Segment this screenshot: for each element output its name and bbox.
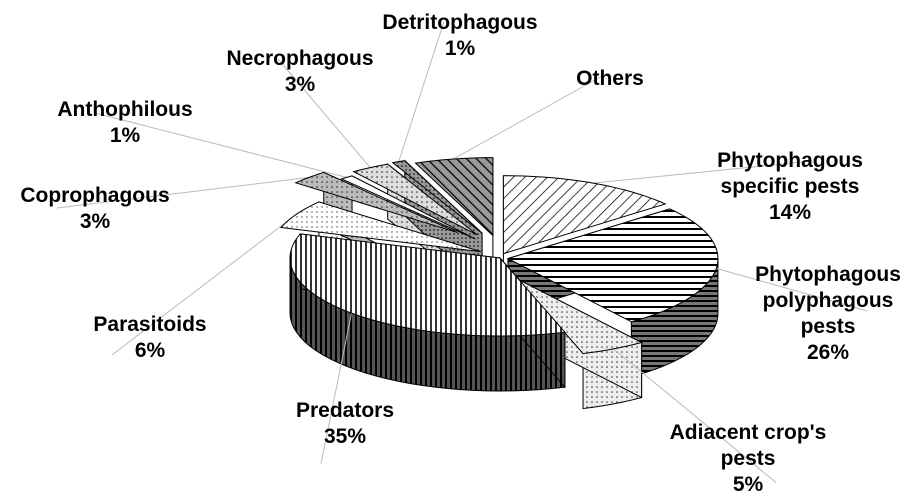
leader-line: [613, 348, 777, 483]
data-label: Phytophagous specific pests 14%: [695, 148, 885, 226]
leader-line: [56, 176, 310, 209]
value-label: 3%: [284, 73, 316, 96]
data-label: Adiacent crop's pests 5%: [648, 420, 848, 498]
slice: [391, 160, 483, 234]
value-label: 14%: [768, 201, 812, 224]
category-label: Phytophagous specific pests: [717, 149, 863, 198]
data-label: Parasitoids 6%: [50, 312, 250, 364]
leader-line: [453, 75, 603, 160]
data-label: Phytophagous polyphagous pests 26%: [748, 262, 908, 366]
slice: [502, 175, 667, 255]
leader-line: [592, 160, 813, 184]
leader-line: [111, 213, 298, 356]
value-label: 5%: [732, 473, 764, 496]
data-label: Anthophilous 1%: [25, 97, 225, 149]
category-label: Others: [576, 67, 644, 90]
data-label: Detritophagous 1%: [360, 10, 560, 62]
slice: [340, 175, 476, 240]
slice: [279, 201, 481, 253]
walls: [56, 21, 868, 483]
slice: [352, 163, 478, 236]
tops: [279, 157, 719, 355]
category-label: Predators: [295, 399, 395, 422]
data-label: Others: [510, 66, 710, 92]
leader-line: [320, 313, 352, 464]
slice: [517, 278, 643, 355]
slice: [414, 157, 494, 237]
category-label: Detritophagous: [382, 11, 538, 34]
slice: [506, 208, 719, 323]
value-label: 1%: [444, 37, 476, 60]
category-label: Adiacent crop's pests: [669, 421, 827, 470]
data-label: Predators 35%: [245, 398, 445, 450]
slice: [294, 171, 458, 234]
leader-line: [277, 58, 371, 168]
value-label: 3%: [79, 210, 111, 233]
leader-line: [716, 267, 868, 312]
data-label: Coprophagous 3%: [0, 183, 195, 235]
value-label: 1%: [109, 124, 141, 147]
value-label: 6%: [134, 339, 166, 362]
category-label: Anthophilous: [57, 98, 193, 121]
leader-line: [94, 112, 347, 178]
value-label: 26%: [806, 341, 850, 364]
leader-line: [398, 21, 445, 162]
value-label: 35%: [323, 425, 367, 448]
data-label: Necrophagous 3%: [200, 46, 400, 98]
category-label: Phytophagous polyphagous pests: [755, 263, 901, 338]
category-label: Necrophagous: [226, 47, 374, 70]
category-label: Coprophagous: [20, 184, 170, 207]
slice: [289, 233, 566, 337]
category-label: Parasitoids: [93, 313, 207, 336]
